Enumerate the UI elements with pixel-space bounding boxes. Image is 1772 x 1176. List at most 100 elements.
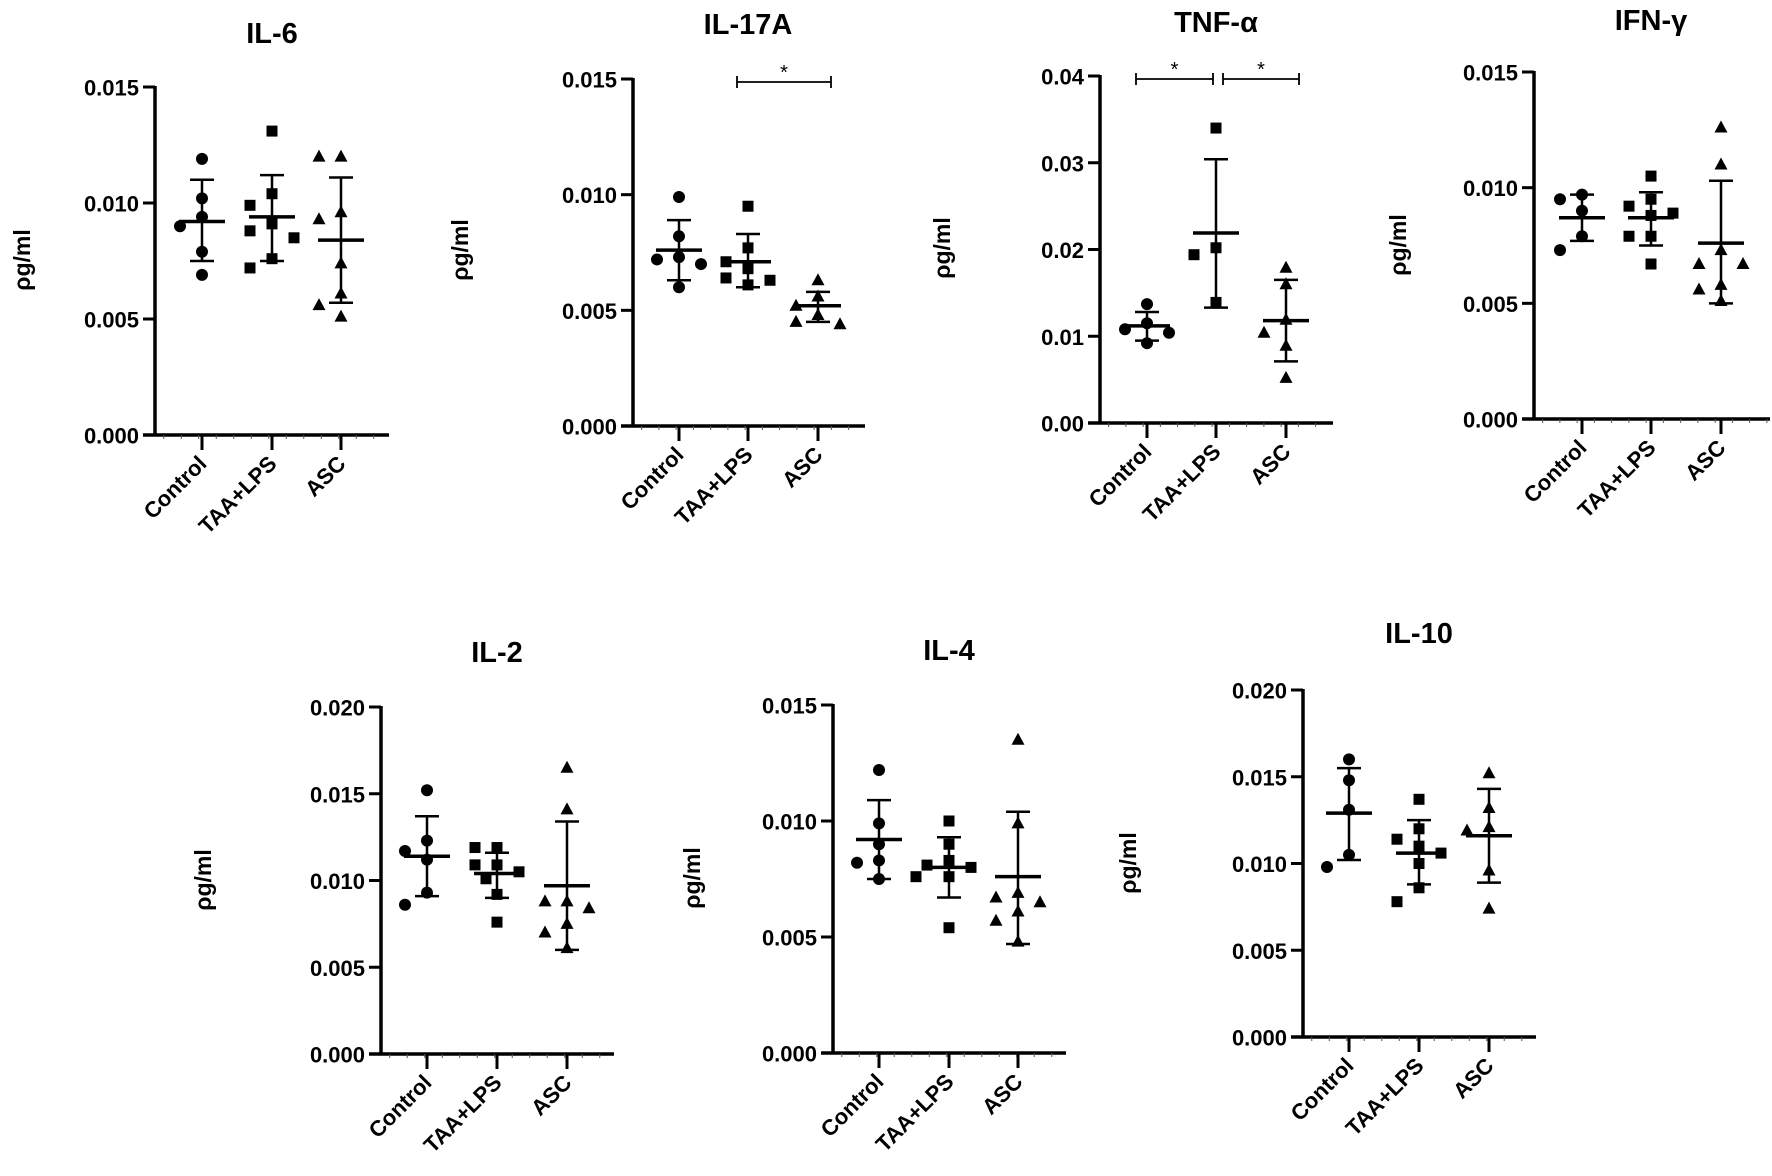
data-point-triangle (1714, 120, 1728, 133)
data-point-triangle (1011, 816, 1025, 829)
x-tick-label: ASC (1448, 1053, 1499, 1104)
data-point-circle (873, 763, 885, 776)
series-asc (1692, 120, 1750, 307)
data-point-triangle (334, 309, 348, 322)
y-tick-label: 0.005 (562, 299, 617, 324)
data-point-square (742, 200, 754, 212)
series-control (399, 784, 450, 911)
panel-il17a: IL-17Aρg/ml0.0000.0050.0100.015ControlTA… (447, 9, 865, 530)
data-point-circle (196, 245, 208, 258)
data-point-triangle (1482, 863, 1496, 876)
y-tick-label: 0.005 (762, 926, 817, 951)
data-point-triangle (560, 894, 574, 907)
panel-title: IL-17A (704, 9, 793, 41)
series-asc (1460, 766, 1512, 914)
data-point-square (943, 922, 955, 934)
data-point-circle (673, 251, 685, 264)
significance-bracket: * (1222, 59, 1300, 85)
data-point-triangle (1692, 257, 1706, 270)
data-point-square (1413, 858, 1425, 869)
data-point-square (742, 263, 754, 275)
data-point-circle (196, 152, 208, 165)
y-tick-label: 0.020 (310, 696, 365, 721)
data-point-triangle (538, 894, 552, 907)
data-point-square (720, 256, 732, 268)
data-point-triangle (312, 149, 326, 162)
data-point-circle (1119, 323, 1131, 336)
data-point-triangle (334, 286, 348, 299)
data-point-square (943, 838, 955, 850)
data-point-triangle (1279, 260, 1293, 273)
panel-title: IL-4 (923, 635, 975, 667)
data-point-circle (1343, 803, 1355, 816)
data-point-square (480, 873, 492, 885)
significance-star: * (1257, 59, 1265, 81)
data-point-circle (399, 845, 411, 858)
data-point-square (1391, 896, 1403, 908)
data-point-square (1645, 193, 1657, 205)
series-taa-lps (1623, 170, 1679, 270)
data-point-triangle (560, 941, 574, 954)
data-point-square (1188, 249, 1200, 261)
data-point-triangle (1011, 885, 1025, 898)
data-point-triangle (582, 901, 596, 914)
series-taa-lps (469, 842, 525, 928)
data-point-square (1210, 242, 1222, 254)
y-tick-label: 0.015 (562, 68, 617, 93)
data-point-circle (651, 253, 663, 266)
data-point-triangle (1279, 338, 1293, 351)
data-point-square (244, 262, 256, 274)
y-tick-label: 0.010 (84, 192, 139, 217)
data-point-circle (1321, 860, 1333, 873)
panel-title: IFN-γ (1615, 5, 1688, 37)
series-taa-lps (720, 200, 776, 291)
data-point-square (244, 225, 256, 237)
data-point-square (1413, 882, 1425, 894)
x-tick-label: ASC (1245, 439, 1296, 490)
panel-il10: IL-10ρg/ml0.0000.0050.0100.0150.020Contr… (1115, 618, 1536, 1141)
x-tick-label: ASC (1680, 435, 1731, 486)
panel-il6: IL-6ρg/ml0.0000.0050.0100.015ControlTAA+… (9, 18, 389, 539)
y-axis-label: ρg/ml (447, 219, 473, 281)
y-tick-label: 0.015 (762, 694, 817, 719)
y-tick-label: 0.04 (1041, 65, 1085, 90)
series-asc (989, 732, 1047, 947)
data-point-circle (1576, 230, 1588, 243)
data-point-triangle (1279, 312, 1293, 325)
data-point-triangle (1011, 934, 1025, 947)
data-point-circle (196, 210, 208, 223)
y-tick-label: 0.01 (1041, 325, 1084, 350)
data-point-triangle (833, 317, 847, 330)
y-axis-label: ρg/ml (1115, 832, 1141, 894)
x-tick-label: ASC (526, 1070, 577, 1121)
y-axis-label: ρg/ml (929, 217, 955, 279)
data-point-triangle (1692, 282, 1706, 295)
data-point-triangle (538, 925, 552, 938)
data-point-circle (873, 838, 885, 851)
series-asc (538, 760, 596, 954)
y-tick-label: 0.000 (1232, 1026, 1287, 1051)
data-point-triangle (1460, 823, 1474, 836)
data-point-triangle (1714, 294, 1728, 307)
significance-star: * (1171, 59, 1179, 81)
data-point-triangle (312, 298, 326, 311)
data-point-circle (1141, 337, 1153, 350)
data-point-square (266, 125, 278, 137)
data-point-circle (421, 853, 433, 866)
data-point-triangle (334, 256, 348, 269)
series-control (1554, 188, 1605, 257)
panel-il2: IL-2ρg/ml0.0000.0050.0100.0150.020Contro… (190, 637, 614, 1158)
data-point-circle (421, 834, 433, 847)
y-tick-label: 0.015 (84, 76, 139, 101)
data-point-circle (673, 281, 685, 294)
panel-il4: IL-4ρg/ml0.0000.0050.0100.015ControlTAA+… (679, 635, 1066, 1157)
series-taa-lps (244, 125, 300, 274)
data-point-circle (873, 873, 885, 885)
data-point-circle (421, 784, 433, 797)
y-tick-label: 0.000 (762, 1042, 817, 1067)
data-point-circle (695, 258, 707, 271)
data-point-triangle (1482, 800, 1496, 813)
y-tick-label: 0.005 (1463, 292, 1518, 317)
significance-bracket: * (736, 62, 832, 88)
data-point-square (1413, 793, 1425, 805)
